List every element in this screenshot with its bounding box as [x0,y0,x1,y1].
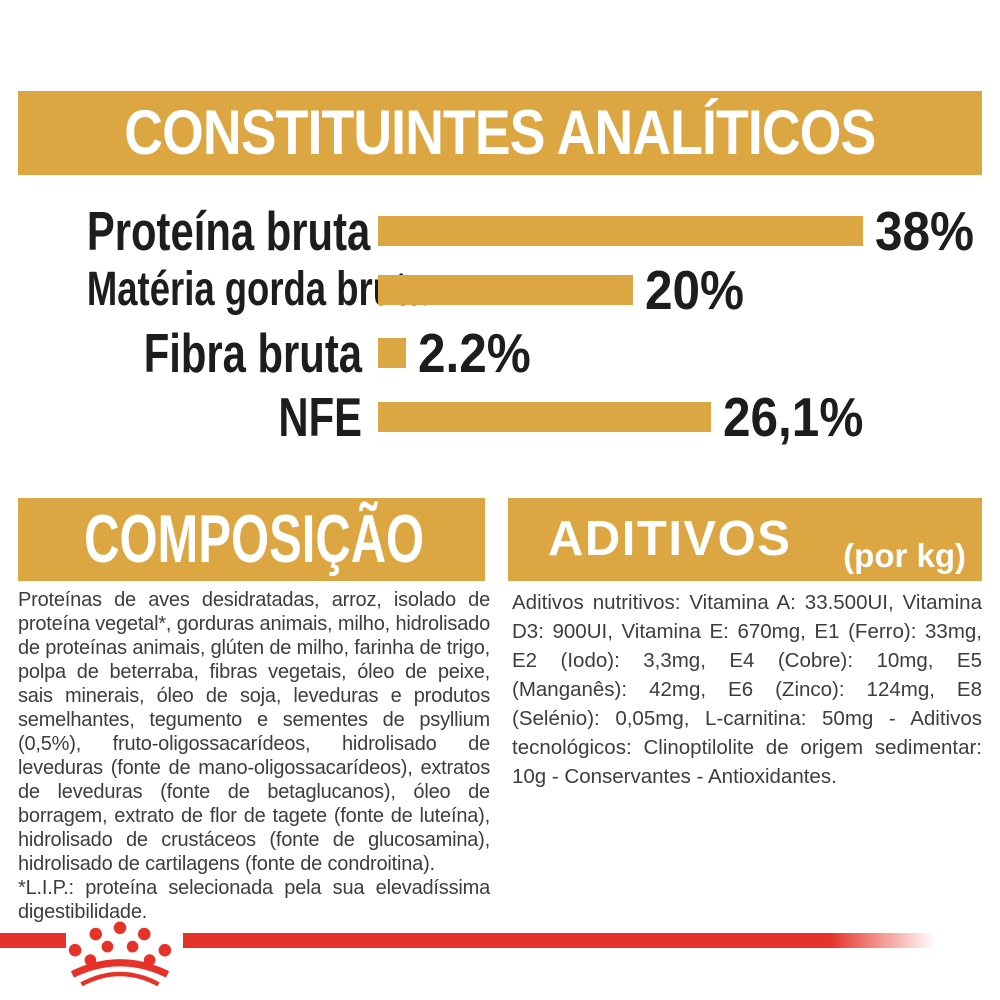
bar [378,216,863,246]
bar [378,275,633,305]
bar [378,402,711,432]
bar-value-label: 20% [645,259,745,321]
bar-category-label: Fibra bruta [143,322,362,384]
analytical-constituents-banner: CONSTITUINTES ANALÍTICOS [18,91,982,175]
additives-title: ADITIVOS [548,512,792,566]
analytical-bar-chart: Proteína bruta 38% Matéria gorda bruta 20% F… [0,0,1000,460]
bar-value-label: 2.2% [418,322,531,384]
bar-row: Matéria gorda bruta 20% [0,262,1000,318]
composition-body: Proteínas de aves desidratadas, arroz, i… [18,588,490,924]
composition-title: COMPOSIÇÃO [84,501,425,577]
footer-divider-left [0,933,66,948]
composition-banner: COMPOSIÇÃO [18,498,485,581]
bar-value-label: 38% [875,200,975,262]
bar-row: Proteína bruta 38% [0,203,1000,259]
bar-row: Fibra bruta 2.2% [0,325,1000,381]
bar-category-label: Proteína bruta [86,200,371,262]
composition-lip-note: *L.I.P.: proteína selecionada pela sua e… [18,877,490,923]
bar-value-label: 26,1% [723,386,864,448]
royal-canin-crown-icon [68,921,172,987]
bar [378,338,406,368]
footer-divider-right [183,933,935,948]
bar-category-label: NFE [278,386,362,448]
additives-banner: ADITIVOS (por kg) [508,498,982,581]
composition-paragraph: Proteínas de aves desidratadas, arroz, i… [18,589,490,875]
analytical-constituents-title: CONSTITUINTES ANALÍTICOS [124,98,876,168]
additives-body: Aditivos nutritivos: Vitamina A: 33.500U… [512,591,982,788]
bar-category-label: Matéria gorda bruta [86,263,428,316]
bar-row: NFE 26,1% [0,389,1000,445]
additives-per-kg-label: (por kg) [843,537,966,574]
